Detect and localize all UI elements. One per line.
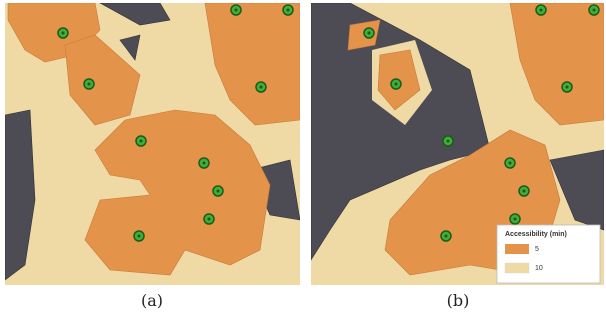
panel-caption: (b) <box>447 291 470 310</box>
figure: Accessibility (min) 5 10 (a) (b) <box>0 0 606 320</box>
map-b: Accessibility (min) 5 10 <box>311 3 604 285</box>
legend-label: 5 <box>535 246 539 253</box>
map-a <box>5 3 300 285</box>
panel-caption: (a) <box>141 291 163 310</box>
legend-label: 10 <box>535 265 543 272</box>
legend: Accessibility (min) 5 10 <box>497 225 600 283</box>
legend-title: Accessibility (min) <box>505 231 567 238</box>
